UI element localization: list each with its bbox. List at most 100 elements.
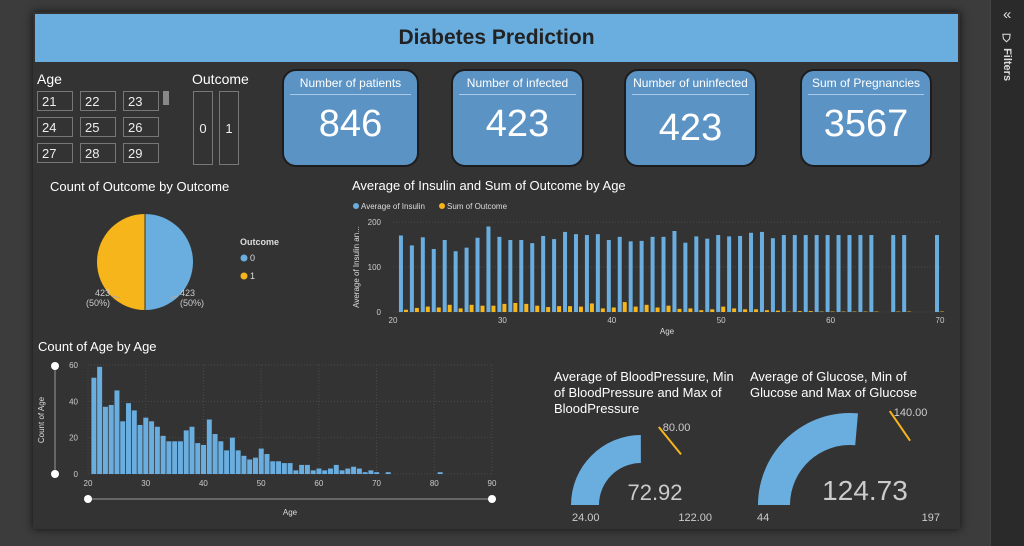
bar-sum-outcome[interactable] bbox=[578, 306, 583, 312]
histogram-bar[interactable] bbox=[276, 461, 282, 474]
bar-avg-insulin[interactable] bbox=[595, 234, 600, 312]
bar-avg-insulin[interactable] bbox=[738, 235, 743, 312]
bar-avg-insulin[interactable] bbox=[442, 240, 447, 312]
bar-sum-outcome[interactable] bbox=[546, 307, 551, 312]
bar-avg-insulin[interactable] bbox=[398, 235, 403, 313]
histogram-bar[interactable] bbox=[172, 441, 178, 474]
bar-avg-insulin[interactable] bbox=[508, 240, 513, 312]
bar-avg-insulin[interactable] bbox=[409, 245, 414, 312]
histogram-bar[interactable] bbox=[218, 441, 224, 474]
bar-avg-insulin[interactable] bbox=[727, 236, 732, 312]
bar-avg-insulin[interactable] bbox=[672, 231, 677, 312]
filters-pane[interactable]: « ⛉ Filters bbox=[990, 0, 1024, 546]
histogram-bar[interactable] bbox=[310, 470, 316, 474]
pie-legend-1[interactable]: 1 bbox=[250, 271, 255, 281]
bar-sum-outcome[interactable] bbox=[458, 308, 463, 312]
bar-avg-insulin[interactable] bbox=[453, 251, 458, 312]
gauge-fill[interactable] bbox=[571, 435, 641, 505]
gauge-fill[interactable] bbox=[758, 413, 858, 505]
histogram-bar[interactable] bbox=[328, 468, 333, 474]
histogram-bar[interactable] bbox=[102, 406, 108, 474]
bar-avg-insulin[interactable] bbox=[639, 240, 644, 312]
bar-avg-insulin[interactable] bbox=[858, 235, 863, 312]
bar-avg-insulin[interactable] bbox=[716, 235, 721, 312]
bar-avg-insulin[interactable] bbox=[825, 235, 830, 312]
histogram-bar[interactable] bbox=[339, 470, 345, 474]
bar-sum-outcome[interactable] bbox=[611, 307, 616, 313]
bar-sum-outcome[interactable] bbox=[436, 307, 441, 313]
x-slider-handle-right[interactable] bbox=[488, 495, 496, 503]
histogram-bar[interactable] bbox=[270, 461, 276, 474]
age-tile[interactable]: 24 bbox=[37, 117, 73, 137]
age-tile[interactable]: 22 bbox=[80, 91, 116, 111]
histogram-bar[interactable] bbox=[333, 464, 339, 474]
outcome-tile-1[interactable]: 1 bbox=[219, 91, 239, 165]
age-tile[interactable]: 27 bbox=[37, 143, 73, 163]
legend-outcome[interactable]: Sum of Outcome bbox=[447, 202, 508, 211]
bar-avg-insulin[interactable] bbox=[519, 240, 524, 312]
histogram-bar[interactable] bbox=[120, 421, 126, 474]
bar-avg-insulin[interactable] bbox=[781, 235, 786, 312]
bar-sum-outcome[interactable] bbox=[622, 302, 627, 312]
pie-slice-1[interactable] bbox=[97, 214, 145, 310]
bar-avg-insulin[interactable] bbox=[869, 235, 874, 312]
histogram-bar[interactable] bbox=[235, 450, 241, 474]
histogram-bar[interactable] bbox=[201, 444, 207, 474]
histogram-bar[interactable] bbox=[247, 459, 253, 474]
histogram-bar[interactable] bbox=[322, 470, 328, 474]
bar-avg-insulin[interactable] bbox=[814, 235, 819, 312]
bar-sum-outcome[interactable] bbox=[666, 305, 671, 312]
histogram-bar[interactable] bbox=[356, 468, 362, 474]
age-tile[interactable]: 29 bbox=[123, 143, 159, 163]
bar-sum-outcome[interactable] bbox=[568, 306, 573, 312]
histogram-bar[interactable] bbox=[114, 390, 120, 474]
pie-slice-0[interactable] bbox=[145, 214, 193, 310]
bar-sum-outcome[interactable] bbox=[710, 309, 715, 312]
histogram-bar[interactable] bbox=[212, 434, 218, 474]
slicer-scrollbar[interactable] bbox=[163, 91, 169, 105]
histogram-bar[interactable] bbox=[281, 463, 287, 474]
bar-sum-outcome[interactable] bbox=[797, 311, 802, 312]
histogram-bar[interactable] bbox=[91, 377, 97, 474]
histogram-bar[interactable] bbox=[374, 472, 380, 474]
age-tile[interactable]: 28 bbox=[80, 143, 116, 163]
bar-avg-insulin[interactable] bbox=[541, 235, 546, 312]
histogram-bar[interactable] bbox=[241, 455, 247, 474]
histogram-bar[interactable] bbox=[108, 404, 114, 474]
bar-avg-insulin[interactable] bbox=[694, 236, 699, 312]
histogram-bar[interactable] bbox=[229, 437, 235, 474]
bar-avg-insulin[interactable] bbox=[650, 236, 655, 312]
outcome-tile-0[interactable]: 0 bbox=[193, 91, 213, 165]
age-tile[interactable]: 25 bbox=[80, 117, 116, 137]
bar-avg-insulin[interactable] bbox=[902, 235, 907, 312]
bar-sum-outcome[interactable] bbox=[633, 306, 638, 312]
bar-sum-outcome[interactable] bbox=[721, 306, 726, 312]
histogram-bar[interactable] bbox=[154, 426, 160, 474]
x-slider-handle-left[interactable] bbox=[84, 495, 92, 503]
bar-sum-outcome[interactable] bbox=[677, 308, 682, 312]
bar-avg-insulin[interactable] bbox=[584, 235, 589, 312]
histogram-bar[interactable] bbox=[166, 441, 172, 474]
bar-avg-insulin[interactable] bbox=[628, 241, 633, 312]
bar-avg-insulin[interactable] bbox=[552, 239, 557, 312]
bar-avg-insulin[interactable] bbox=[530, 243, 535, 312]
collapse-chevrons-icon[interactable]: « bbox=[1003, 6, 1012, 23]
pie-legend-0[interactable]: 0 bbox=[250, 253, 255, 263]
bar-sum-outcome[interactable] bbox=[524, 303, 529, 312]
age-tile[interactable]: 21 bbox=[37, 91, 73, 111]
histogram-bar[interactable] bbox=[351, 466, 357, 474]
histogram-bar[interactable] bbox=[183, 430, 189, 474]
bar-sum-outcome[interactable] bbox=[447, 304, 452, 312]
bar-sum-outcome[interactable] bbox=[557, 306, 562, 312]
bar-avg-insulin[interactable] bbox=[770, 238, 775, 312]
bar-avg-insulin[interactable] bbox=[792, 235, 797, 312]
histogram-bar[interactable] bbox=[131, 410, 137, 474]
histogram-bar[interactable] bbox=[160, 435, 166, 474]
bar-sum-outcome[interactable] bbox=[480, 305, 485, 312]
bar-avg-insulin[interactable] bbox=[475, 237, 480, 312]
histogram-bar[interactable] bbox=[316, 468, 322, 474]
histogram-bar[interactable] bbox=[437, 472, 443, 474]
bar-avg-insulin[interactable] bbox=[431, 249, 436, 312]
filters-label[interactable]: ⛉ Filters bbox=[1001, 34, 1013, 81]
bar-sum-outcome[interactable] bbox=[732, 308, 737, 312]
